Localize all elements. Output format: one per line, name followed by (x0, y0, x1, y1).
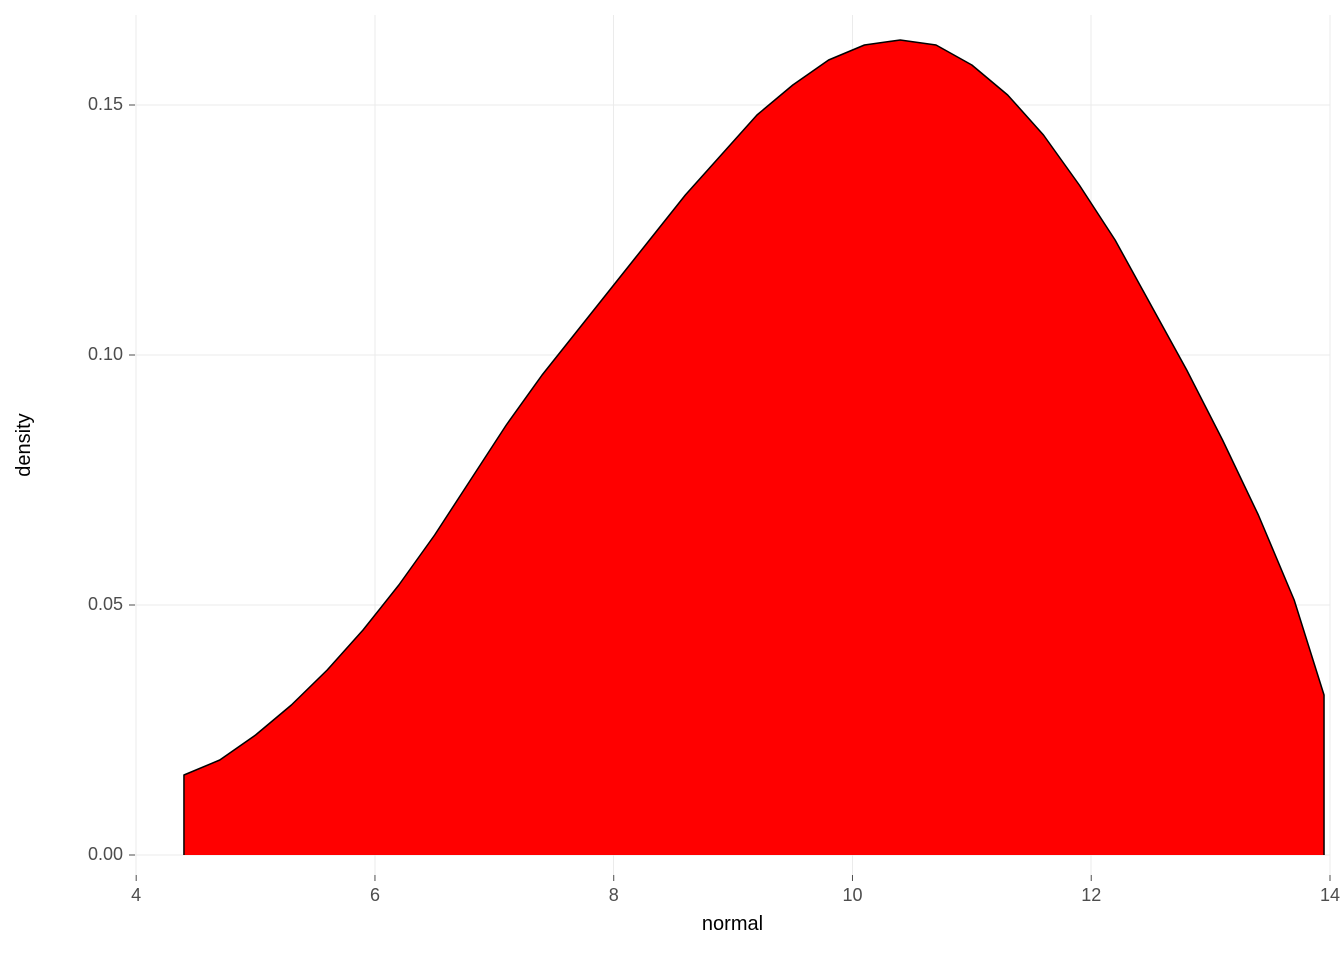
y-tick-label: 0.05 (88, 594, 123, 614)
y-tick-label: 0.00 (88, 844, 123, 864)
y-axis-label: density (13, 413, 35, 476)
y-tick-label: 0.10 (88, 344, 123, 364)
x-tick-label: 14 (1320, 885, 1340, 905)
x-tick-label: 10 (842, 885, 862, 905)
x-axis-label: normal (702, 913, 763, 935)
x-tick-label: 6 (370, 885, 380, 905)
density-chart: 4 6 8 10 12 14 0.00 0.05 0.10 0.15 normal density (0, 0, 1344, 960)
x-tick-label: 12 (1081, 885, 1101, 905)
y-tick-label: 0.15 (88, 94, 123, 114)
x-tick-label: 8 (609, 885, 619, 905)
x-tick-label: 4 (131, 885, 141, 905)
chart-svg: 4 6 8 10 12 14 0.00 0.05 0.10 0.15 normal density (0, 0, 1344, 960)
